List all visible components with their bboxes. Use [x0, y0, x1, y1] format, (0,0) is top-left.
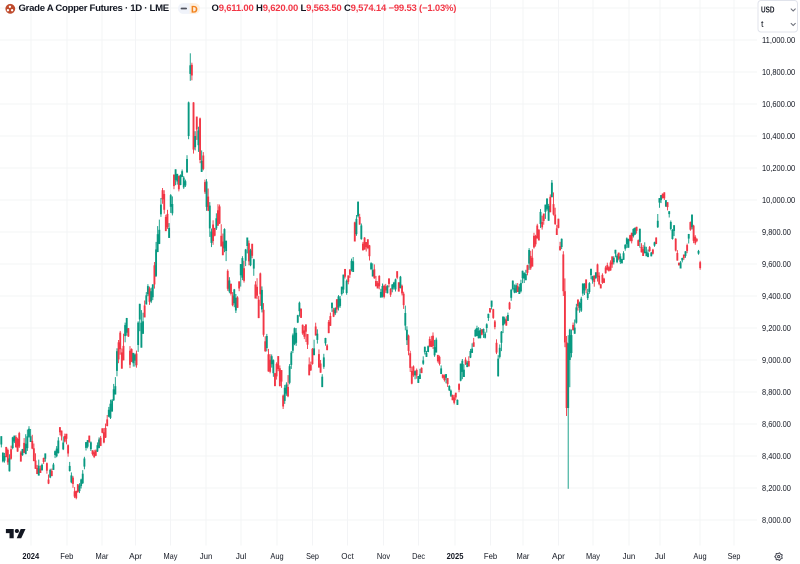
svg-text:Mar: Mar	[96, 551, 109, 561]
svg-text:Oct: Oct	[341, 551, 354, 561]
svg-text:2025: 2025	[447, 551, 464, 561]
svg-text:9,600.00: 9,600.00	[762, 259, 791, 269]
svg-text:Jun: Jun	[200, 551, 213, 561]
svg-text:Apr: Apr	[129, 551, 142, 561]
svg-text:Jun: Jun	[623, 551, 636, 561]
svg-text:10,600.00: 10,600.00	[762, 99, 795, 109]
svg-text:Sep: Sep	[728, 551, 741, 561]
svg-text:t: t	[761, 19, 764, 29]
svg-text:Aug: Aug	[693, 551, 706, 561]
svg-text:9,200.00: 9,200.00	[762, 323, 791, 333]
svg-text:May: May	[164, 551, 179, 561]
svg-text:10,000.00: 10,000.00	[762, 195, 795, 205]
svg-text:Aug: Aug	[270, 551, 283, 561]
svg-text:10,400.00: 10,400.00	[762, 131, 795, 141]
svg-text:10,200.00: 10,200.00	[762, 163, 795, 173]
svg-text:9,800.00: 9,800.00	[762, 227, 791, 237]
svg-text:8,000.00: 8,000.00	[762, 515, 791, 525]
svg-text:D: D	[191, 5, 198, 15]
svg-text:10,800.00: 10,800.00	[762, 67, 795, 77]
svg-text:11,000.00: 11,000.00	[762, 35, 796, 45]
svg-text:Dec: Dec	[412, 551, 425, 561]
svg-text:Nov: Nov	[377, 551, 391, 561]
svg-text:USD: USD	[761, 5, 775, 15]
svg-text:8,800.00: 8,800.00	[762, 387, 791, 397]
svg-text:9,000.00: 9,000.00	[762, 355, 791, 365]
svg-text:Jul: Jul	[655, 551, 666, 561]
svg-text:May: May	[586, 551, 601, 561]
svg-text:Mar: Mar	[517, 551, 530, 561]
svg-text:Feb: Feb	[484, 551, 498, 561]
svg-text:Sep: Sep	[306, 551, 319, 561]
svg-text:Jul: Jul	[236, 551, 247, 561]
svg-text:8,600.00: 8,600.00	[762, 419, 791, 429]
svg-text:8,400.00: 8,400.00	[762, 451, 791, 461]
svg-text:Apr: Apr	[552, 551, 565, 561]
svg-text:2024: 2024	[22, 551, 39, 561]
svg-text:9,400.00: 9,400.00	[762, 291, 791, 301]
svg-text:8,200.00: 8,200.00	[762, 483, 791, 493]
svg-text:Feb: Feb	[60, 551, 74, 561]
